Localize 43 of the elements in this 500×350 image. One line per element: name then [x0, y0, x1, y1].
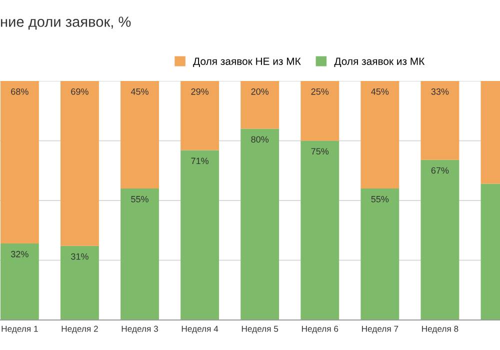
bar: [0, 81, 39, 244]
data-label: 55%: [371, 196, 389, 202]
data-label: 69%: [71, 88, 88, 95]
x-tick-label: Неделя 7: [362, 326, 398, 334]
data-label: 25%: [311, 88, 329, 95]
bar: [0, 244, 39, 320]
data-label: 31%: [71, 253, 88, 260]
data-label: 55%: [131, 196, 148, 202]
data-label: 29%: [191, 88, 209, 95]
data-label: 80%: [251, 136, 269, 143]
data-label: 45%: [371, 88, 389, 95]
bar: [360, 188, 400, 320]
data-label: 45%: [130, 88, 148, 95]
chart-title: ние доли заявок, %: [1, 16, 131, 30]
bar: [240, 81, 280, 129]
x-tick-label: Неделя 5: [242, 326, 278, 334]
data-label: 20%: [251, 88, 269, 95]
data-label: 68%: [11, 88, 28, 95]
bar: [300, 81, 340, 141]
x-tick-label: Неделя 4: [182, 326, 218, 334]
bar: [120, 81, 159, 189]
legend-label: Доля заявок НЕ из МК: [193, 58, 301, 67]
legend-label: Доля заявок из МК: [334, 58, 425, 67]
x-tick-label: Неделя 8: [422, 326, 458, 334]
x-tick-label: Неделя 3: [122, 326, 158, 334]
bar: [60, 246, 99, 320]
bar: [180, 150, 220, 320]
x-tick-label: Неделя 6: [302, 326, 338, 334]
data-label: 32%: [10, 250, 28, 258]
bar: [360, 81, 400, 189]
data-label: 71%: [191, 158, 209, 164]
bar: [180, 81, 220, 150]
x-tick-label: Неделя 1: [2, 326, 38, 334]
bar: [420, 81, 460, 160]
data-label: 67%: [431, 167, 449, 174]
bar: [300, 140, 340, 320]
data-label: 33%: [431, 88, 449, 95]
bar: [120, 188, 159, 320]
x-tick-label: Неделя 2: [62, 326, 98, 334]
bar: [420, 160, 460, 320]
bar: [60, 81, 99, 246]
bar: [240, 128, 280, 320]
data-label: 75%: [311, 148, 329, 155]
